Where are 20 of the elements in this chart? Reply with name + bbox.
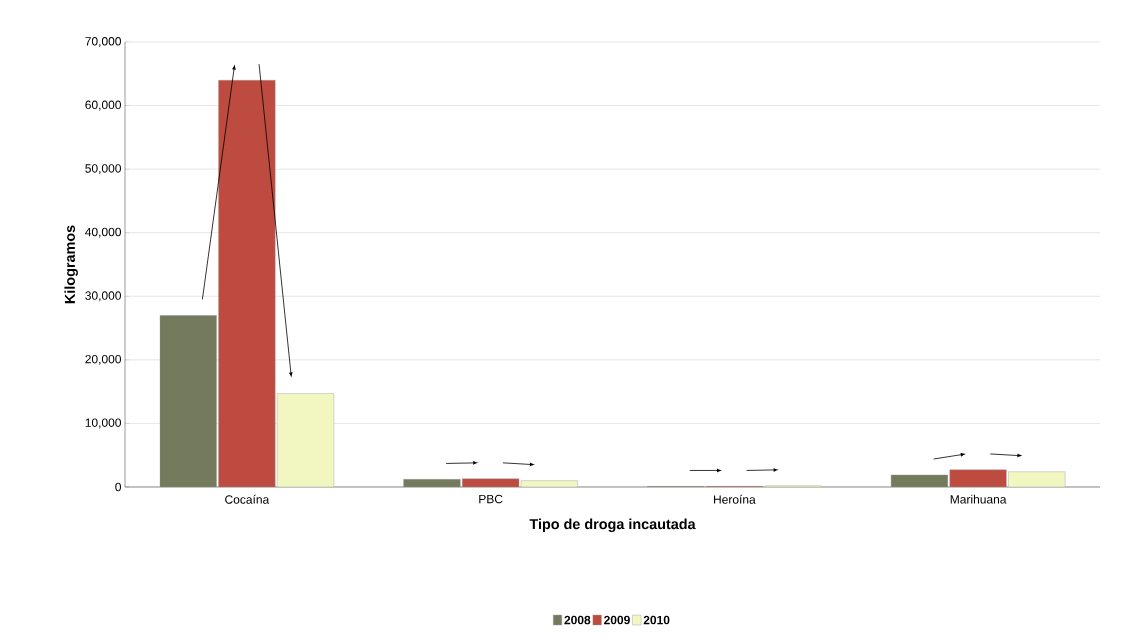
legend-label: 2008 [564, 615, 591, 625]
y-tick-label: 30,000 [85, 291, 122, 302]
y-tick-label: 40,000 [85, 227, 122, 238]
y-tick-label: 20,000 [85, 354, 122, 365]
bar [277, 393, 335, 487]
x-axis-title: Tipo de droga incautada [529, 518, 696, 533]
y-tick-label: 0 [115, 482, 122, 492]
y-tick-label: 70,000 [85, 37, 122, 47]
legend-label: 2010 [643, 615, 670, 625]
y-axis-title: Kilogramos [64, 225, 78, 304]
x-tick-label: Cocaína [225, 494, 270, 504]
legend-label: 2009 [604, 615, 630, 625]
bar [159, 315, 217, 487]
x-tick-label: Marihuana [950, 494, 1007, 504]
x-tick-label: Heroína [714, 494, 756, 504]
y-tick-label: 10,000 [85, 418, 122, 429]
y-tick-label: 50,000 [85, 164, 122, 175]
x-tick-label: PBC [479, 494, 503, 504]
bar [1008, 471, 1066, 487]
y-tick-label: 60,000 [85, 100, 122, 111]
